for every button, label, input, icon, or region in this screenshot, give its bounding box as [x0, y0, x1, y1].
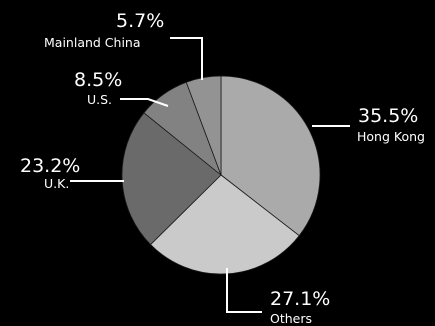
- slice-pct-others: 27.1%: [270, 288, 330, 310]
- leader-line-us: [120, 98, 169, 107]
- slice-label-others: Others: [270, 311, 312, 326]
- slice-label-uk: U.K.: [44, 176, 69, 191]
- slice-label-hong-kong: Hong Kong: [357, 129, 425, 144]
- slice-pct-uk: 23.2%: [20, 155, 80, 177]
- leader-line-mainland-china: [170, 37, 203, 80]
- slice-pct-hong-kong: 35.5%: [358, 105, 418, 127]
- slice-label-us: U.S.: [87, 92, 112, 107]
- leader-line-others: [226, 268, 262, 313]
- slice-pct-us: 8.5%: [74, 69, 122, 91]
- leader-lines: [70, 37, 350, 313]
- slice-label-mainland-china: Mainland China: [44, 35, 141, 50]
- pie-slice-mainland-china: [185, 75, 222, 176]
- pie-slice-hong-kong: [220, 75, 321, 237]
- pie-slices: [121, 75, 321, 275]
- pie-slice-u-k: [121, 112, 222, 246]
- slice-pct-mainland-china: 5.7%: [116, 10, 164, 32]
